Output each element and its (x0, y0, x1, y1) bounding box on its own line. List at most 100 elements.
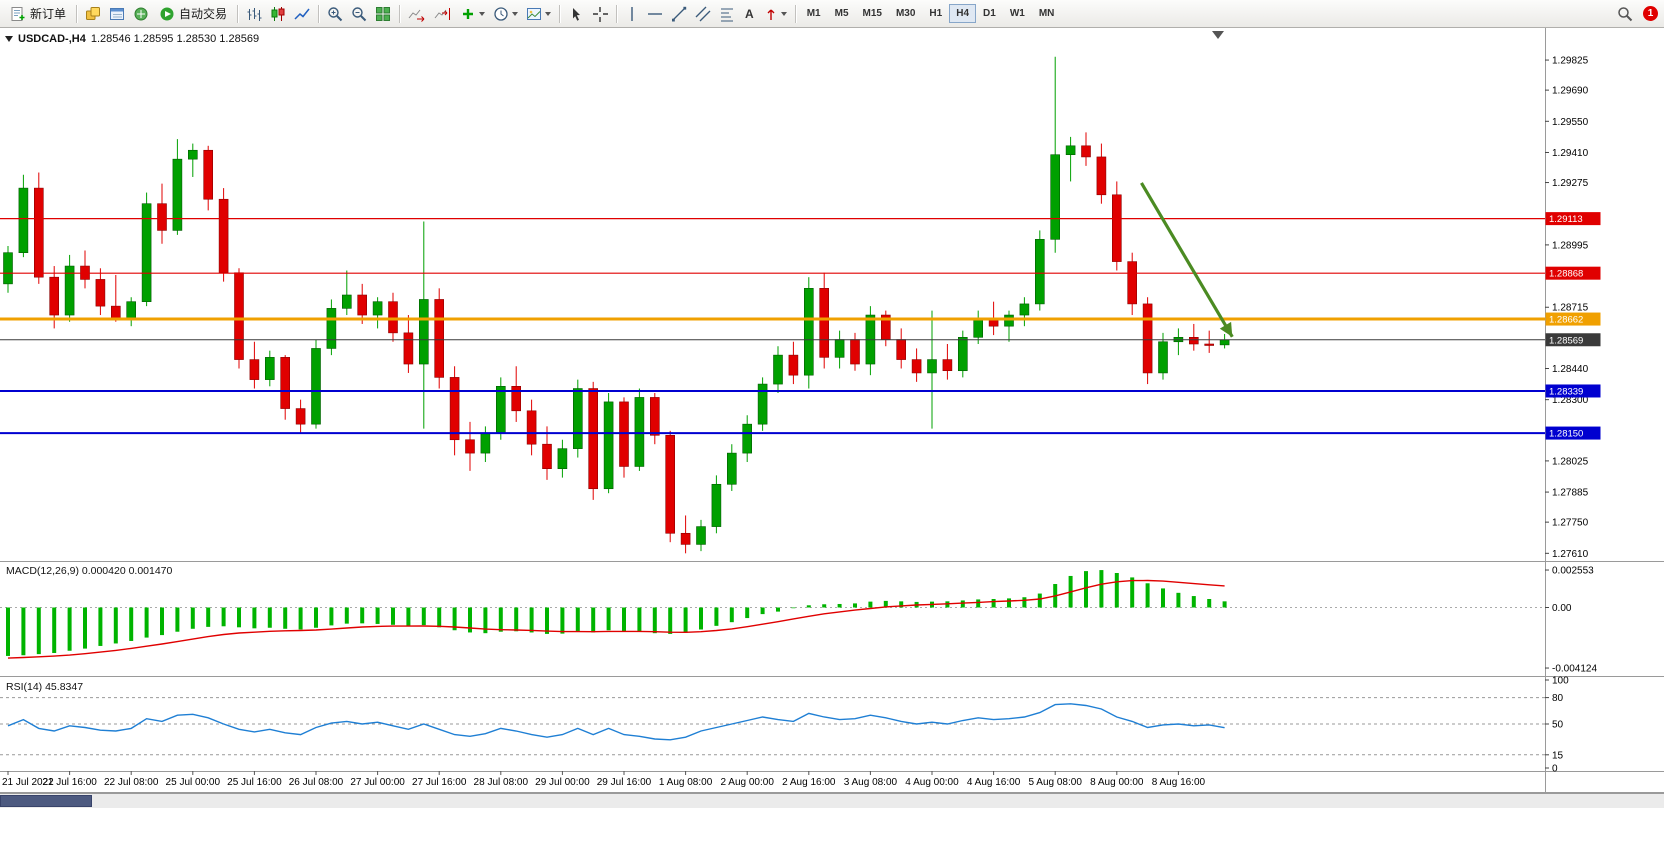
svg-text:0.00: 0.00 (1552, 603, 1572, 614)
macd-indicator-label: MACD(12,26,9) 0.000420 0.001470 (6, 565, 173, 577)
add-indicator-icon[interactable] (456, 4, 489, 24)
candles-layer (3, 56, 1230, 554)
price-badge (1545, 266, 1601, 280)
symbol-period-text: USDCAD-,H4 (18, 33, 86, 45)
svg-text:1.28569: 1.28569 (1549, 335, 1583, 346)
caret-down-icon (780, 11, 787, 16)
timeframe-m5-button[interactable]: M5 (834, 8, 849, 19)
templates-icon[interactable] (522, 4, 555, 24)
price-axis: 1.29825 1.29690 1.29550 1.29410 1.29275 1.289… (1545, 56, 1589, 560)
cursor-icon[interactable] (564, 4, 588, 24)
caret-down-icon (545, 11, 552, 16)
svg-text:1.28150: 1.28150 (1549, 429, 1583, 440)
svg-text:26 Jul 08:00: 26 Jul 08:00 (289, 777, 344, 788)
price-badge (1545, 212, 1601, 226)
price-lines-layer: 1.29113 1.28868 1.28662 1.28569 1.28339 1.281… (0, 212, 1601, 440)
svg-text:25 Jul 00:00: 25 Jul 00:00 (166, 777, 221, 788)
navigator-icon[interactable] (129, 4, 153, 24)
price-badge (1545, 384, 1601, 398)
new-order-button[interactable]: 新订单 (4, 3, 72, 24)
chart-shift (1212, 31, 1224, 39)
timeframe-m15-button[interactable]: M15 (862, 8, 882, 19)
svg-text:27 Jul 16:00: 27 Jul 16:00 (412, 777, 467, 788)
ohlc-values-text: 1.28546 1.28595 1.28530 1.28569 (90, 33, 260, 45)
svg-text:22 Jul 08:00: 22 Jul 08:00 (104, 777, 159, 788)
svg-text:100: 100 (1552, 676, 1569, 687)
timeframe-m30-button[interactable]: M30 (895, 8, 916, 19)
timeframe-mn-button[interactable]: MN (1038, 8, 1055, 19)
svg-text:0.002553: 0.002553 (1552, 566, 1594, 577)
svg-text:1.29275: 1.29275 (1552, 178, 1589, 189)
timeframe-w1-button[interactable]: W1 (1009, 8, 1025, 19)
zoom-in-icon[interactable] (323, 4, 347, 24)
macd-layer: 0.002553 0.00 -0.004124 (0, 566, 1597, 675)
toolbar-separator (616, 4, 618, 23)
svg-text:1 Aug 08:00: 1 Aug 08:00 (659, 777, 713, 788)
toolbar-separator (76, 4, 78, 23)
notification-badge[interactable]: 1 (1643, 6, 1658, 21)
svg-text:1.29550: 1.29550 (1552, 117, 1589, 128)
autotrading-button[interactable]: 自动交易 (153, 3, 233, 24)
svg-text:4 Aug 00:00: 4 Aug 00:00 (905, 777, 959, 788)
svg-text:25 Jul 16:00: 25 Jul 16:00 (227, 777, 282, 788)
text-tool-icon[interactable]: A (745, 6, 754, 21)
timeframe-d1-button[interactable]: D1 (983, 8, 996, 19)
pane-frames (0, 28, 1664, 793)
svg-text:21 Jul 2022: 21 Jul 2022 (2, 777, 54, 788)
channel-tool-icon[interactable] (691, 4, 715, 24)
collapse-triangle-icon[interactable] (5, 36, 13, 42)
svg-text:0: 0 (1552, 764, 1558, 775)
search-icon[interactable] (1613, 4, 1637, 24)
zoom-out-icon[interactable] (347, 4, 371, 24)
price-badge (1545, 426, 1601, 440)
svg-text:2 Aug 00:00: 2 Aug 00:00 (721, 777, 775, 788)
timeframe-h1-button[interactable]: H1 (929, 8, 943, 19)
periods-clock-icon[interactable] (489, 4, 522, 24)
svg-text:3 Aug 08:00: 3 Aug 08:00 (844, 777, 898, 788)
svg-text:15: 15 (1552, 750, 1564, 761)
candlestick-chart-type-icon[interactable] (266, 4, 290, 24)
horizontal-scrollbar[interactable] (0, 793, 1664, 808)
chart-shift-icon[interactable] (430, 4, 456, 24)
svg-text:2 Aug 16:00: 2 Aug 16:00 (782, 777, 836, 788)
svg-text:1.29825: 1.29825 (1552, 56, 1589, 67)
line-chart-type-icon[interactable] (290, 4, 314, 24)
svg-text:21 Jul 16:00: 21 Jul 16:00 (42, 777, 97, 788)
svg-text:1.27885: 1.27885 (1552, 488, 1589, 499)
arrows-tool-icon[interactable] (760, 4, 791, 24)
trend-arrow-annotation (1140, 182, 1234, 338)
crosshair-icon[interactable] (588, 4, 612, 24)
svg-text:1.28995: 1.28995 (1552, 240, 1589, 251)
svg-text:1.28025: 1.28025 (1552, 456, 1589, 467)
autotrading-play-icon (159, 6, 175, 22)
svg-text:8 Aug 16:00: 8 Aug 16:00 (1152, 777, 1206, 788)
timeframe-h4-button[interactable]: H4 (949, 4, 977, 23)
svg-text:29 Jul 00:00: 29 Jul 00:00 (535, 777, 590, 788)
trendline-tool-icon[interactable] (667, 4, 691, 24)
bar-chart-type-icon[interactable] (242, 4, 266, 24)
rsi-indicator-label: RSI(14) 45.8347 (6, 681, 84, 693)
svg-text:28 Jul 08:00: 28 Jul 08:00 (474, 777, 529, 788)
toolbar-separator (559, 4, 561, 23)
svg-text:4 Aug 16:00: 4 Aug 16:00 (967, 777, 1021, 788)
autotrading-label: 自动交易 (179, 7, 228, 21)
horizontal-line-tool-icon[interactable] (643, 4, 667, 24)
tile-windows-icon[interactable] (371, 4, 395, 24)
auto-scroll-icon[interactable] (404, 4, 430, 24)
data-window-icon[interactable] (105, 4, 129, 24)
svg-text:29 Jul 16:00: 29 Jul 16:00 (597, 777, 652, 788)
toolbar-separator (399, 4, 401, 23)
svg-text:50: 50 (1552, 720, 1564, 731)
timeframe-m1-button[interactable]: M1 (806, 8, 821, 19)
svg-text:1.29410: 1.29410 (1552, 148, 1589, 159)
market-watch-icon[interactable] (81, 4, 105, 24)
fibonacci-tool-icon[interactable] (715, 4, 739, 24)
vertical-line-tool-icon[interactable] (621, 4, 643, 24)
svg-text:1.29690: 1.29690 (1552, 86, 1589, 97)
main-toolbar: 新订单 自动交易 (0, 0, 1664, 28)
scrollbar-thumb[interactable] (0, 795, 92, 807)
svg-text:1.27750: 1.27750 (1552, 518, 1589, 529)
toolbar-separator (237, 4, 239, 23)
